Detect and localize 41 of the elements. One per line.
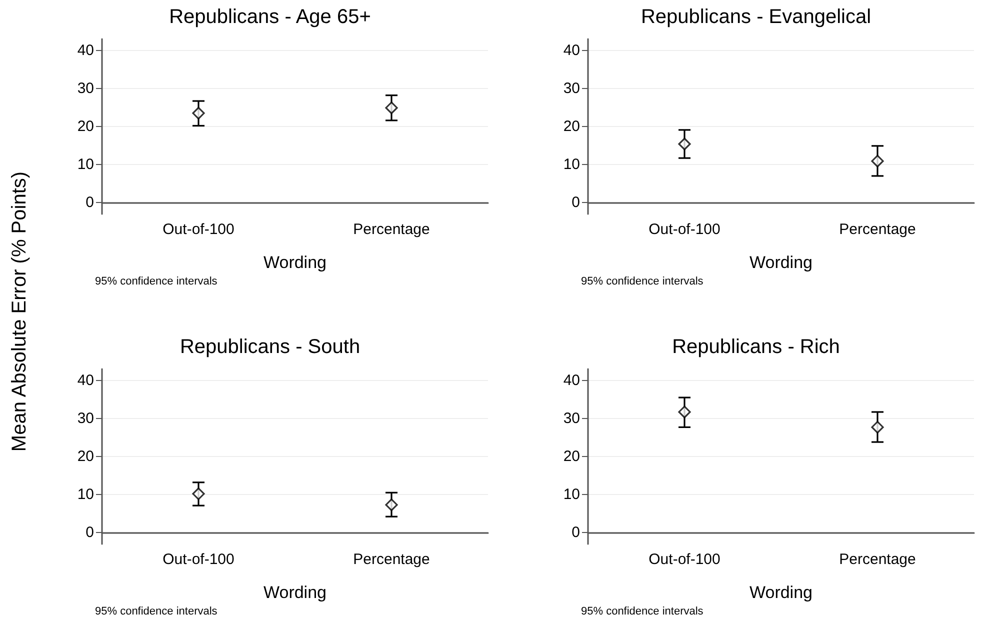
x-tick-label: Percentage (353, 551, 430, 568)
text: 95% confidence intervals (95, 606, 218, 618)
y-tick-label: 30 (563, 80, 580, 97)
y-tick-label: 40 (563, 372, 580, 389)
x-tick-label: Out-of-100 (648, 221, 720, 238)
y-tick-label: 0 (572, 194, 580, 212)
y-tick-label: 10 (77, 486, 94, 504)
x-axis-title: Wording (264, 253, 326, 272)
y-tick-label: 0 (572, 524, 580, 542)
y-tick-label: 10 (77, 156, 94, 174)
y-axis-title: Mean Absolute Error (% Points) (8, 170, 32, 454)
y-tick-label: 20 (77, 118, 94, 135)
chart-title: Republicans - Age 65+ (169, 6, 371, 28)
x-tick-label: Percentage (839, 221, 916, 238)
y-tick-label: 40 (77, 372, 94, 389)
chart-title: Republicans - Rich (672, 336, 840, 358)
y-tick-label: 30 (563, 410, 580, 427)
x-axis-title: Wording (750, 253, 812, 272)
y-tick-label: 0 (86, 524, 94, 542)
text: 95% confidence intervals (581, 276, 704, 288)
y-tick-label: 40 (563, 42, 580, 59)
x-axis-title: Wording (264, 583, 326, 602)
x-tick-label: Out-of-100 (162, 221, 234, 238)
text: 95% confidence intervals (95, 276, 218, 288)
y-tick-label: 10 (563, 156, 580, 174)
x-tick-label: Out-of-100 (162, 551, 234, 568)
chart-title: Republicans - Evangelical (640, 6, 872, 28)
y-tick-label: 30 (77, 410, 94, 427)
x-tick-label: Percentage (353, 221, 430, 238)
chart-title: Republicans - South (180, 336, 360, 358)
text: 95% confidence intervals (581, 606, 704, 618)
y-tick-label: 40 (77, 42, 94, 59)
x-tick-label: Percentage (839, 551, 916, 568)
y-tick-label: 20 (77, 448, 94, 465)
y-tick-label: 20 (563, 448, 580, 465)
y-tick-label: 10 (563, 486, 580, 504)
x-axis-title: Wording (750, 583, 812, 602)
y-tick-label: 0 (86, 194, 94, 212)
y-tick-label: 20 (563, 118, 580, 135)
x-tick-label: Out-of-100 (648, 551, 720, 568)
y-tick-label: 30 (77, 80, 94, 97)
